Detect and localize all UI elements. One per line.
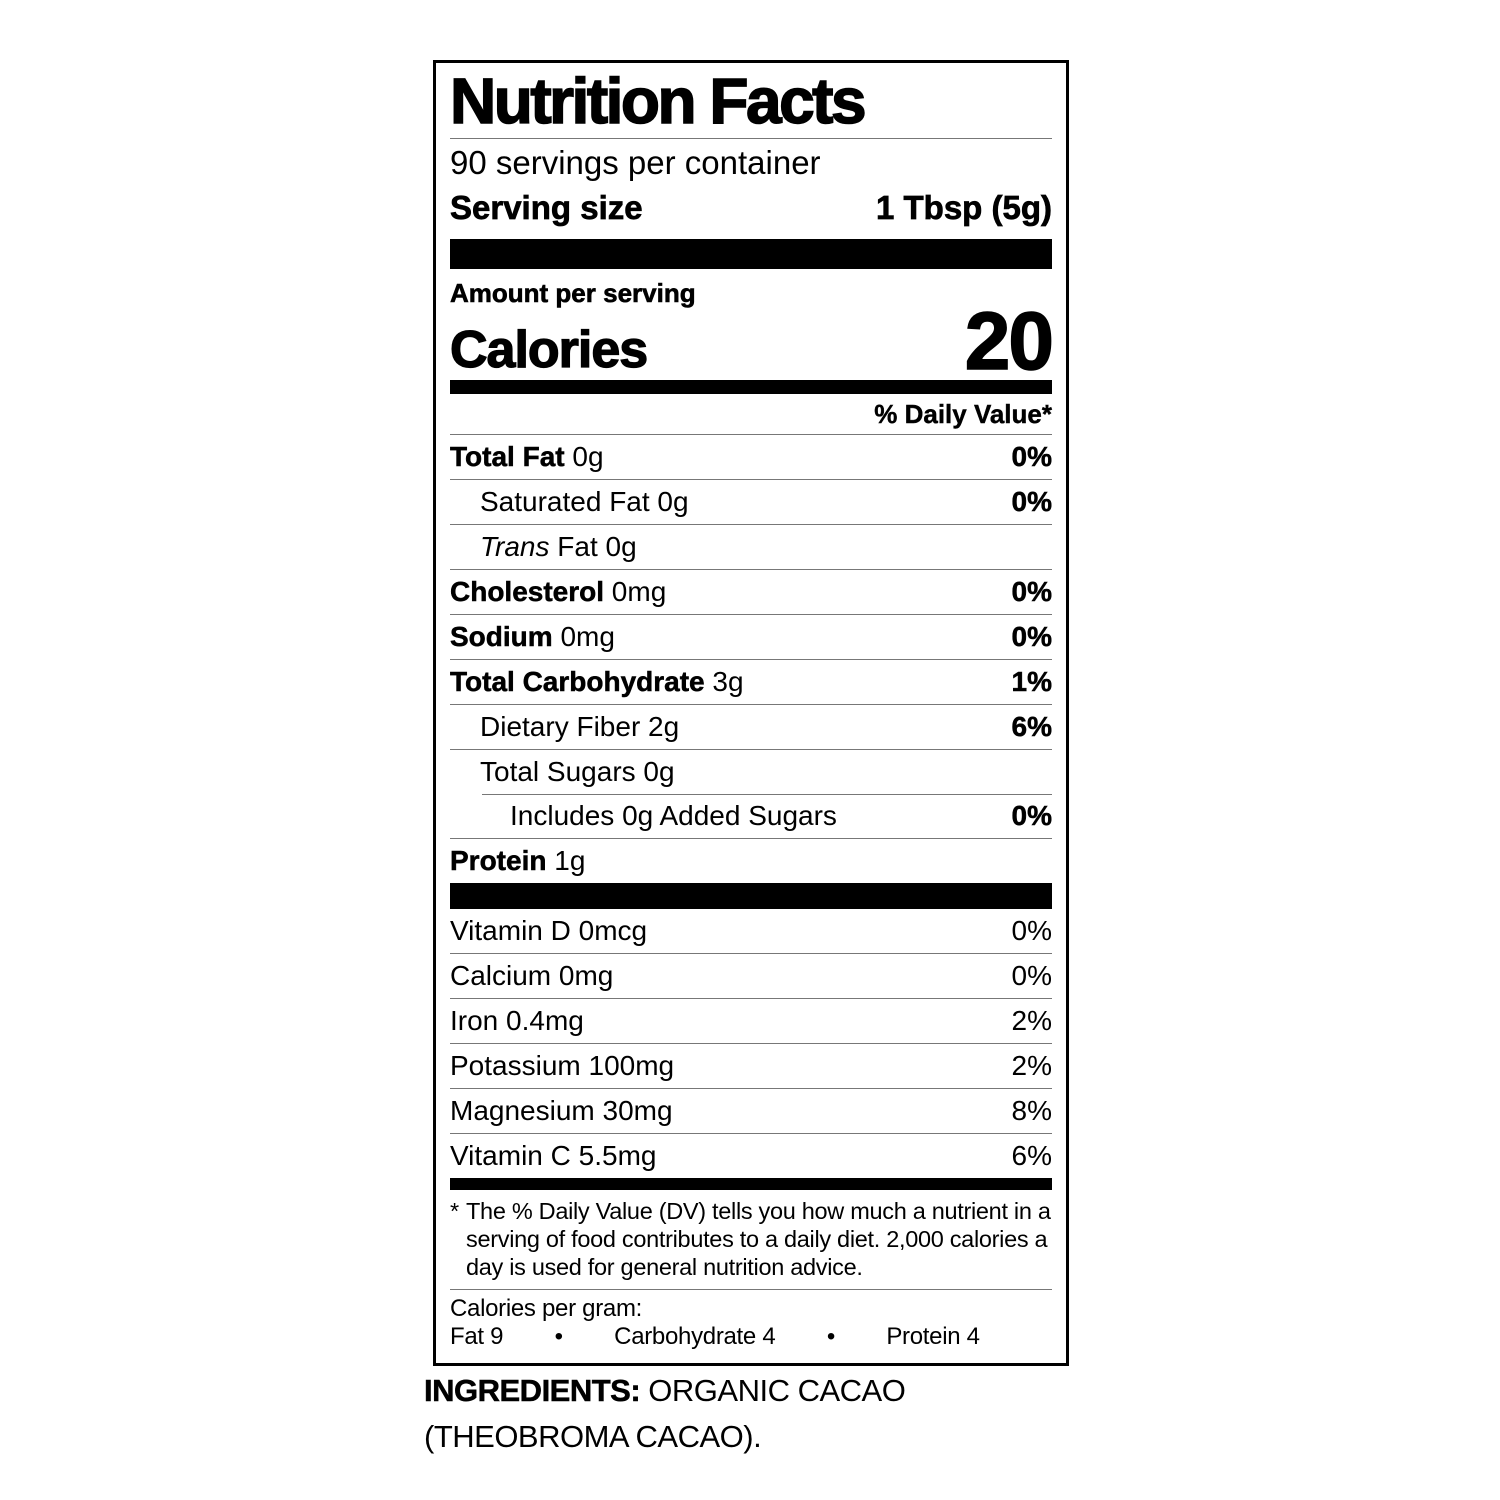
nutrient-daily-value: 2% bbox=[1011, 1005, 1052, 1037]
nutrient-amount: 0mg bbox=[604, 576, 667, 608]
nutrient-name: Iron 0.4mg bbox=[450, 1005, 584, 1037]
nutrient-name: Protein bbox=[450, 845, 547, 877]
nutrient-name: Potassium 100mg bbox=[450, 1050, 675, 1082]
nutrient-daily-value: 2% bbox=[1011, 1050, 1052, 1082]
cpg-carbohydrate: Carbohydrate 4 bbox=[614, 1323, 776, 1351]
nutrient-daily-value: 0% bbox=[1011, 960, 1052, 992]
servings-per-container: 90 servings per container bbox=[450, 144, 821, 182]
panel-title: Nutrition Facts bbox=[449, 65, 867, 137]
nutrient-daily-value: 8% bbox=[1011, 1095, 1052, 1127]
nutrient-name: Calcium 0mg bbox=[450, 960, 614, 992]
nutrient-name: Total Fat bbox=[450, 441, 565, 473]
nutrient-name: Vitamin D 0mcg bbox=[450, 915, 648, 947]
footnote-text: The % Daily Value (DV) tells you how muc… bbox=[466, 1198, 1051, 1281]
cpg-fat: Fat 9 bbox=[450, 1323, 504, 1351]
nutrient-row: Trans Fat 0g bbox=[450, 524, 1052, 569]
nutrient-daily-value: 0% bbox=[1011, 441, 1052, 473]
nutrient-row: Vitamin C 5.5mg 6% bbox=[450, 1133, 1052, 1178]
footnote-asterisk: * bbox=[450, 1198, 459, 1225]
nutrient-name: Total Carbohydrate bbox=[450, 666, 705, 698]
nutrient-amount: 3g bbox=[704, 666, 744, 698]
calories-label: Calories bbox=[449, 320, 649, 379]
nutrient-daily-value: 0% bbox=[1011, 800, 1052, 832]
nutrient-daily-value: 0% bbox=[1011, 576, 1052, 608]
nutrient-daily-value: 0% bbox=[1011, 486, 1052, 518]
nutrient-name: Vitamin C 5.5mg bbox=[450, 1140, 657, 1172]
thick-bar-footnote bbox=[450, 1178, 1052, 1191]
nutrient-rows: Total Fat 0g 0% Saturated Fat 0g 0% Tran… bbox=[450, 434, 1052, 883]
nutrition-facts-panel: Nutrition Facts 90 servings per containe… bbox=[433, 60, 1069, 1367]
serving-size-label: Serving size bbox=[450, 189, 643, 227]
footnote-divider bbox=[450, 1289, 1052, 1291]
nutrient-name: Cholesterol bbox=[450, 576, 605, 608]
serving-size-row: Serving size 1 Tbsp (5g) bbox=[450, 185, 1053, 231]
nutrient-amount: 0g bbox=[564, 441, 604, 473]
nutrient-row: Potassium 100mg 2% bbox=[450, 1043, 1052, 1088]
nutrient-row: Sodium 0mg 0% bbox=[450, 614, 1052, 659]
nutrient-name: Total Sugars bbox=[480, 756, 636, 788]
nutrient-row: Total Fat 0g 0% bbox=[450, 434, 1052, 479]
nutrient-row: Includes 0g Added Sugars 0% bbox=[450, 794, 1052, 838]
ingredients-statement: INGREDIENTS: ORGANIC CACAO (THEOBROMA CA… bbox=[424, 1368, 1104, 1460]
ingredients-text: ORGANIC CACAO (THEOBROMA CACAO). bbox=[424, 1373, 906, 1454]
daily-value-header: % Daily Value* bbox=[874, 399, 1052, 430]
nutrient-name: Magnesium 30mg bbox=[450, 1095, 673, 1127]
nutrient-amount: 0g bbox=[635, 756, 675, 788]
calories-per-gram-items: Fat 9 • Carbohydrate 4 • Protein 4 bbox=[450, 1323, 980, 1351]
nutrient-daily-value: 6% bbox=[1011, 711, 1052, 743]
thick-bar-protein bbox=[450, 883, 1052, 910]
bullet-icon: • bbox=[554, 1323, 563, 1351]
nutrient-name: Saturated Fat bbox=[480, 486, 650, 518]
nutrient-amount: 0g bbox=[649, 486, 689, 518]
calories-per-gram: Calories per gram: Fat 9 • Carbohydrate … bbox=[450, 1290, 1052, 1353]
nutrient-row: Dietary Fiber 2g 6% bbox=[450, 704, 1052, 749]
title-divider bbox=[450, 138, 1052, 140]
calories-row: Calories 20 bbox=[449, 296, 1055, 388]
nutrient-row: Magnesium 30mg 8% bbox=[450, 1088, 1052, 1133]
nutrient-name: Sodium bbox=[450, 621, 553, 653]
serving-size-value: 1 Tbsp (5g) bbox=[875, 189, 1053, 227]
nutrient-daily-value: 6% bbox=[1011, 1140, 1052, 1172]
daily-value-footnote: * The % Daily Value (DV) tells you how m… bbox=[450, 1190, 1052, 1289]
thick-bar-calories bbox=[450, 380, 1052, 395]
nutrient-name: Dietary Fiber bbox=[480, 711, 641, 743]
nutrient-row: Cholesterol 0mg 0% bbox=[450, 569, 1052, 614]
bullet-icon: • bbox=[826, 1323, 835, 1351]
nutrient-row: Total Sugars 0g bbox=[450, 749, 1052, 794]
calories-per-gram-heading: Calories per gram: bbox=[450, 1295, 643, 1323]
ingredients-label: INGREDIENTS: bbox=[424, 1373, 641, 1409]
nutrient-row: Total Carbohydrate 3g 1% bbox=[450, 659, 1052, 704]
cpg-protein: Protein 4 bbox=[886, 1323, 980, 1351]
nutrient-daily-value: 0% bbox=[1011, 621, 1052, 653]
nutrient-row: Calcium 0mg 0% bbox=[450, 953, 1052, 998]
vitamin-rows: Vitamin D 0mcg 0% Calcium 0mg 0% Iron 0.… bbox=[450, 909, 1052, 1178]
nutrient-row: Protein 1g bbox=[450, 838, 1052, 883]
nutrient-row: Vitamin D 0mcg 0% bbox=[450, 909, 1052, 953]
nutrient-daily-value: 1% bbox=[1011, 666, 1052, 698]
nutrient-row: Saturated Fat 0g 0% bbox=[450, 479, 1052, 524]
nutrient-amount: 0mg bbox=[552, 621, 615, 653]
nutrient-daily-value: 0% bbox=[1011, 915, 1052, 947]
calories-value: 20 bbox=[964, 296, 1055, 388]
nutrient-amount: 1g bbox=[546, 845, 586, 877]
nutrient-name: Trans bbox=[480, 531, 550, 563]
nutrient-row: Iron 0.4mg 2% bbox=[450, 998, 1052, 1043]
amount-per-serving-label: Amount per serving bbox=[450, 278, 696, 309]
nutrient-amount: Fat 0g bbox=[549, 531, 637, 563]
nutrient-name: Includes 0g Added Sugars bbox=[510, 800, 837, 832]
thick-bar-serving bbox=[450, 239, 1052, 270]
nutrient-amount: 2g bbox=[640, 711, 680, 743]
